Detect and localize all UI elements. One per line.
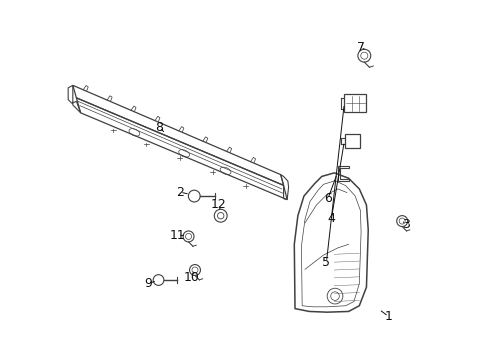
Text: 11: 11 [170,229,186,242]
Bar [344,94,367,112]
Text: 6: 6 [324,193,332,206]
Text: 1: 1 [385,310,392,323]
Text: 3: 3 [402,218,410,231]
Text: 7: 7 [357,41,365,54]
Text: 5: 5 [322,256,330,269]
Text: 9: 9 [144,277,152,290]
Text: 2: 2 [176,186,184,199]
Text: 10: 10 [183,271,199,284]
Text: 4: 4 [327,212,335,225]
Text: 12: 12 [211,198,227,211]
Text: 8: 8 [155,121,163,134]
Bar [345,134,360,148]
